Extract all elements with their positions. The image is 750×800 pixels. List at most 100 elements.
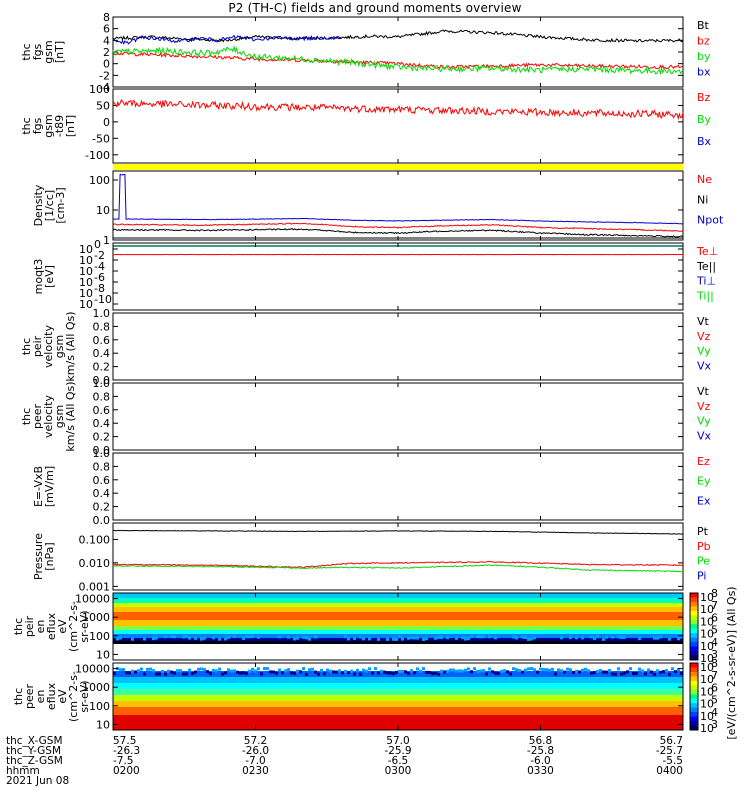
panel-frame xyxy=(112,16,684,88)
panel-peir-eflux: 10000 1000 100 10 thcpeirenefluxeV(cm^2-s-sr… xyxy=(12,592,684,661)
y-axis-label: moqt3 xyxy=(32,259,45,295)
legend-entry: Ti|| xyxy=(696,289,714,302)
y-axis-label: Pressure xyxy=(32,533,45,580)
y-tick-label: 0.0 xyxy=(93,514,111,527)
y-axis-label: gsm xyxy=(42,114,55,137)
series-Bz xyxy=(112,99,684,121)
y-axis-label: thc xyxy=(20,338,33,355)
y-tick-label: 0.4 xyxy=(93,347,111,360)
panel-frame xyxy=(112,88,684,164)
legend-entry: Pi xyxy=(697,569,706,582)
y-tick-label: -100 xyxy=(85,149,110,162)
y-tick-label: -4 xyxy=(99,81,110,94)
legend-entry: Ex xyxy=(697,494,711,507)
x-tick-value: 0400 xyxy=(656,765,683,777)
y-axis-label: thc xyxy=(12,618,25,635)
y-tick-label: 10 xyxy=(79,265,93,278)
y-tick-label: 0.2 xyxy=(93,361,111,374)
y-tick-label: 10 xyxy=(79,276,93,289)
colorbar-exponent: 3 xyxy=(711,718,718,731)
legend-entry: Vx xyxy=(697,429,712,442)
y-tick-label: 0 xyxy=(103,116,110,129)
y-axis-label: [nT] xyxy=(64,115,77,137)
x-tick-value: 0330 xyxy=(527,765,554,777)
y-axis-label: peer xyxy=(23,684,36,710)
series-Pe xyxy=(112,564,684,573)
legend-entry: Ti⊥ xyxy=(696,275,716,288)
y-axis-label: [cm-3] xyxy=(54,187,67,223)
colorbar-tick: 10 xyxy=(700,698,714,711)
y-axis-label: velocity xyxy=(42,395,55,438)
series-by xyxy=(112,44,684,76)
y-tick-label: 0 xyxy=(103,58,110,71)
colorbar-exponent: 7 xyxy=(711,669,718,682)
x-tick-value: -25.9 xyxy=(384,745,411,757)
colorbar-tick: 10 xyxy=(700,652,714,665)
legend-entry: bz xyxy=(697,35,710,48)
x-tick-value: -26.3 xyxy=(113,745,140,757)
colorbar-exponent: 7 xyxy=(711,599,718,612)
x-axis-row-label: thc_Z-GSM xyxy=(6,755,63,767)
y-tick-exponent: -4 xyxy=(94,260,105,273)
y-tick-label: 1000 xyxy=(82,681,110,694)
y-tick-exponent: 0 xyxy=(94,238,101,251)
x-tick-value: -26.0 xyxy=(242,745,269,757)
colorbar-exponent: 8 xyxy=(711,657,718,670)
y-axis-label: km/s (All Qs) xyxy=(64,381,77,451)
legend-entry: by xyxy=(697,50,711,63)
y-axis-label: [nPa] xyxy=(43,542,56,570)
y-tick-exponent: -10 xyxy=(94,293,112,306)
y-tick-label: 100 xyxy=(89,83,110,96)
colorbar-tick: 10 xyxy=(700,591,714,604)
y-tick-label: 0.010 xyxy=(79,557,111,570)
y-tick-label: 0.100 xyxy=(79,533,111,546)
legend-entry: Vy xyxy=(697,415,711,428)
legend-entry: Vt xyxy=(697,385,710,398)
x-tick-value: -5.5 xyxy=(663,755,684,767)
y-tick-exponent: -8 xyxy=(94,282,105,295)
y-tick-label: 0.0 xyxy=(93,444,111,457)
colorbar-exponent: 6 xyxy=(711,611,718,624)
legend-entry: Pe xyxy=(697,555,710,568)
series-bx xyxy=(112,34,341,45)
y-tick-label: 0.6 xyxy=(93,404,111,417)
y-axis-label: sr-eV) xyxy=(78,680,91,712)
y-axis-label: (cm^2-s- xyxy=(67,671,80,722)
colorbar-frame xyxy=(689,592,699,661)
y-tick-label: 10000 xyxy=(75,593,110,606)
x-axis: 57.5-26.3-7.5020057.2-26.0-7.0023057.0-2… xyxy=(6,17,684,787)
y-axis-label: gsm xyxy=(53,335,66,358)
legend-entry: Ez xyxy=(697,455,710,468)
colorbar-frame xyxy=(689,662,699,731)
y-axis-label: peer xyxy=(31,404,44,430)
y-axis-label: thc xyxy=(20,408,33,425)
series-Pt xyxy=(112,529,684,535)
x-axis-row-label: thc_Y-GSM xyxy=(6,745,61,757)
y-tick-label: 1.0 xyxy=(93,447,111,460)
y-tick-label: 0.4 xyxy=(93,487,111,500)
panel-frame xyxy=(112,312,684,381)
y-tick-label: 0.2 xyxy=(93,501,111,514)
y-tick-label: 10000 xyxy=(75,663,110,676)
heatmap-peir-eflux xyxy=(113,593,683,644)
legend-entry: Vz xyxy=(697,330,711,343)
plot-title: P2 (TH-C) fields and ground moments over… xyxy=(228,1,522,15)
x-tick-value: 57.2 xyxy=(244,735,267,747)
legend-entry: Te|| xyxy=(696,260,716,273)
y-axis-label: eV xyxy=(56,619,69,634)
y-axis-label: [nT] xyxy=(53,41,66,63)
legend-entry: Te⊥ xyxy=(696,245,718,258)
y-axis-label: thc xyxy=(20,43,33,60)
x-tick-value: 57.0 xyxy=(386,735,409,747)
colorbar-tick: 10 xyxy=(700,661,714,674)
y-axis-label: -t89 xyxy=(53,115,66,137)
legend-entry: Vz xyxy=(697,400,711,413)
y-axis-label: thc xyxy=(20,117,33,134)
series-Ni xyxy=(112,228,684,238)
